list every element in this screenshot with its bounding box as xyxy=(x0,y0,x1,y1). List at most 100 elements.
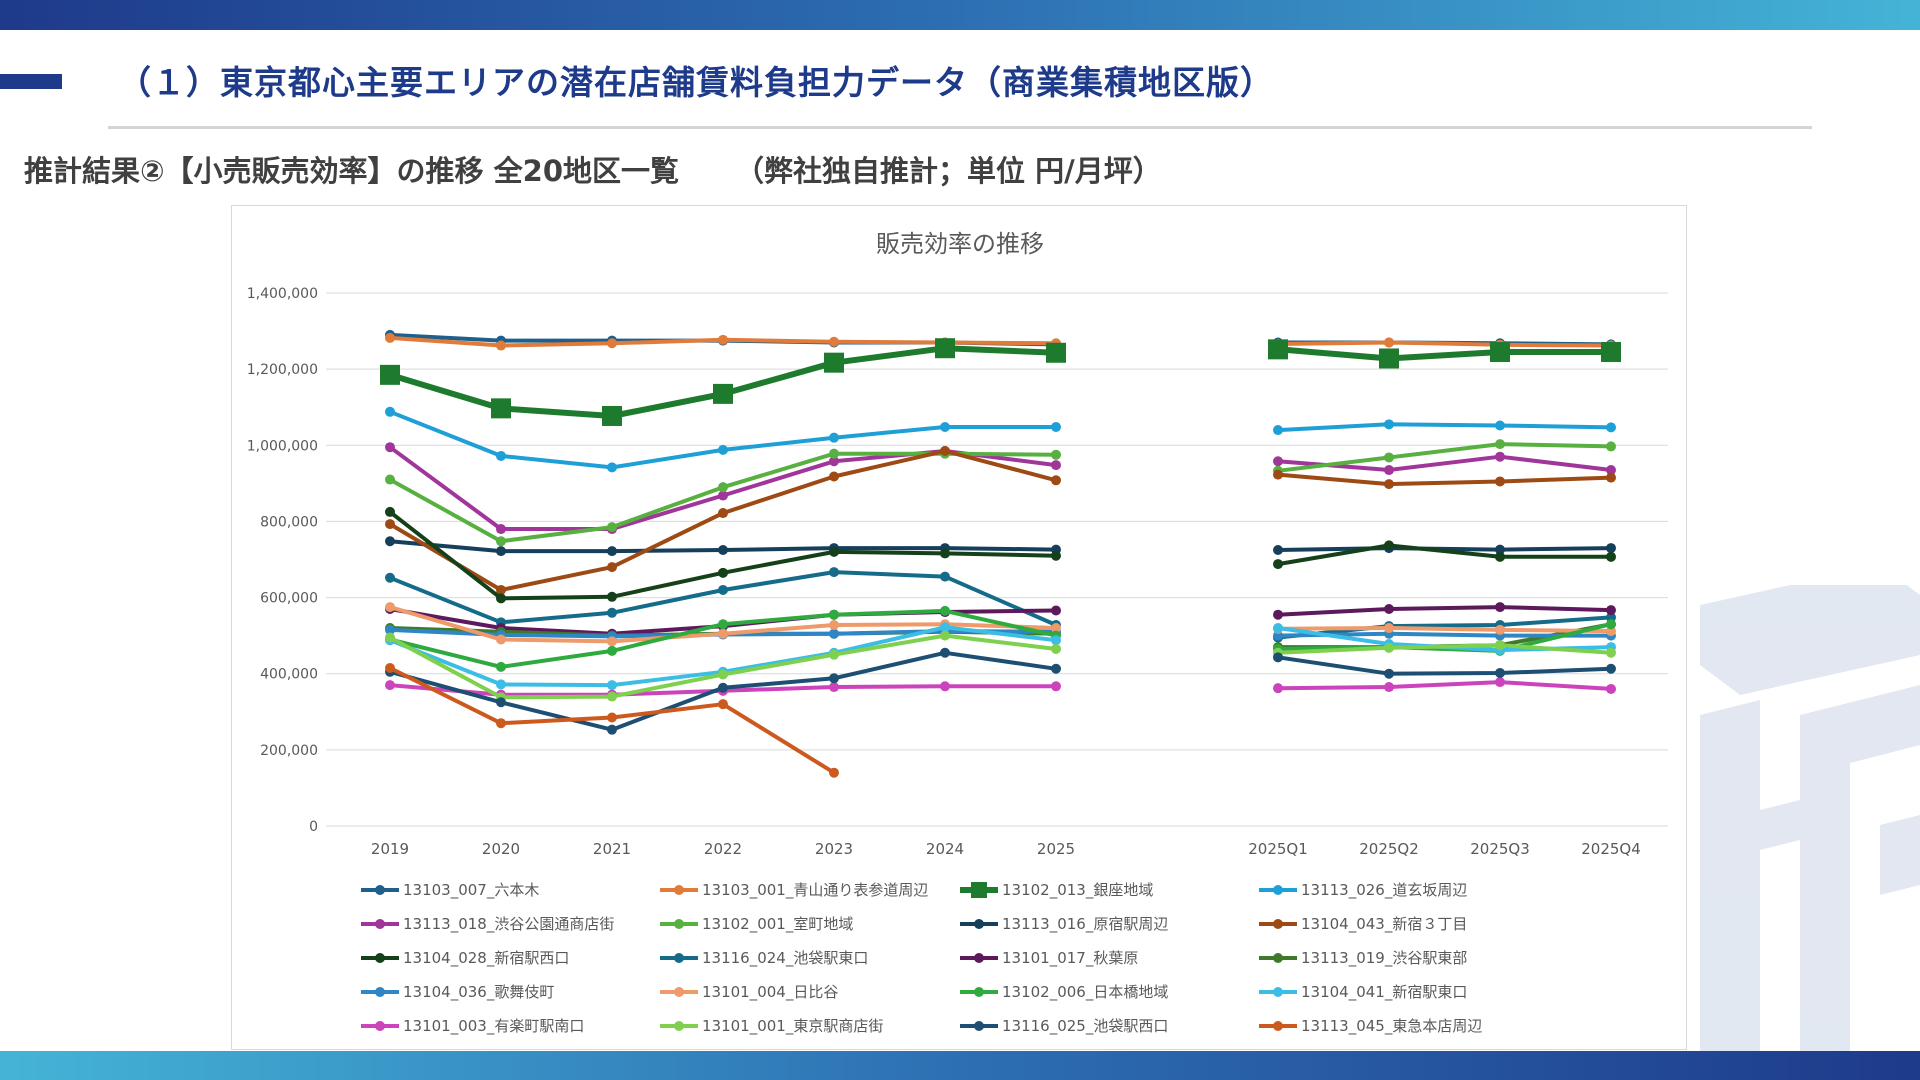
chart-title: 販売効率の推移 xyxy=(876,230,1044,258)
legend-label: 13116_025_池袋駅西口 xyxy=(1002,1017,1168,1036)
legend-swatch-marker xyxy=(674,953,684,963)
data-point xyxy=(718,482,728,493)
data-point xyxy=(607,724,617,735)
data-point xyxy=(940,647,950,658)
bottom-accent-bar xyxy=(0,1051,1920,1080)
data-point xyxy=(1384,479,1394,490)
data-point xyxy=(829,567,839,578)
subtitle-main: 推計結果②【小売販売効率】の推移 全20地区一覧 xyxy=(24,154,680,188)
data-point xyxy=(1495,544,1505,555)
data-point xyxy=(1606,605,1616,616)
x-tick-label: 2024 xyxy=(926,840,964,858)
legend-item: 13104_036_歌舞伎町 xyxy=(361,983,554,1002)
data-point xyxy=(829,673,839,684)
data-point xyxy=(940,571,950,582)
legend-label: 13116_024_池袋駅東口 xyxy=(702,949,868,968)
y-tick-label: 400,000 xyxy=(260,667,318,683)
y-tick-label: 1,000,000 xyxy=(247,438,318,454)
data-point xyxy=(1384,603,1394,614)
data-point xyxy=(935,338,955,359)
data-point xyxy=(607,462,617,473)
data-point xyxy=(718,584,728,595)
series-line xyxy=(1277,422,1612,433)
data-point xyxy=(496,634,506,645)
data-point xyxy=(496,661,506,672)
data-point xyxy=(1606,626,1616,637)
legend-swatch-marker xyxy=(1273,1021,1283,1031)
data-point xyxy=(940,622,950,633)
legend-item: 13103_007_六本木 xyxy=(361,881,539,900)
series-line xyxy=(1277,346,1611,362)
data-point xyxy=(385,536,395,547)
title-divider xyxy=(108,126,1812,129)
data-point xyxy=(1606,472,1616,483)
data-point xyxy=(829,682,839,693)
x-tick-label: 2025Q4 xyxy=(1581,840,1641,858)
legend-item: 13101_017_秋葉原 xyxy=(960,949,1138,968)
data-point xyxy=(829,471,839,482)
y-tick-label: 200,000 xyxy=(260,743,318,759)
data-point xyxy=(1495,677,1505,688)
data-point xyxy=(496,584,506,595)
data-point xyxy=(829,336,839,347)
data-point xyxy=(491,398,511,419)
data-point xyxy=(607,645,617,656)
legend-label: 13113_026_道玄坂周辺 xyxy=(1301,881,1467,900)
data-point xyxy=(1273,630,1283,641)
legend-swatch-marker xyxy=(974,987,984,997)
data-point xyxy=(1495,476,1505,487)
x-tick-label: 2022 xyxy=(704,840,742,858)
data-point xyxy=(607,691,617,702)
legend-label: 13113_045_東急本店周辺 xyxy=(1301,1017,1482,1036)
data-point xyxy=(1384,465,1394,476)
data-point xyxy=(1495,602,1505,613)
data-point xyxy=(1384,337,1394,348)
data-point xyxy=(1495,451,1505,462)
legend-swatch-marker xyxy=(375,885,385,895)
legend-item: 13113_018_渋谷公園通商店街 xyxy=(361,915,614,934)
data-point xyxy=(496,679,506,690)
subtitle: 推計結果②【小売販売効率】の推移 全20地区一覧 （弊社独自推計；単位 円/月坪） xyxy=(24,148,1162,190)
x-tick-label: 2025Q2 xyxy=(1359,840,1419,858)
y-tick-label: 0 xyxy=(309,819,318,835)
series-line xyxy=(1277,442,1612,473)
legend-item: 13103_001_青山通り表参道周辺 xyxy=(660,881,928,900)
legend-item: 13104_041_新宿駅東口 xyxy=(1259,983,1467,1002)
data-point xyxy=(385,332,395,343)
legend-label: 13101_004_日比谷 xyxy=(702,983,838,1002)
data-point xyxy=(1273,683,1283,694)
slide-title: （１）東京都心主要エリアの潜在店舗賃料負担力データ（商業集積地区版） xyxy=(118,63,1274,102)
legend-label: 13103_007_六本木 xyxy=(403,881,539,900)
series-line xyxy=(1277,543,1611,567)
data-point xyxy=(1601,342,1621,363)
data-point xyxy=(718,669,728,680)
data-point xyxy=(1273,559,1283,570)
data-point xyxy=(385,572,395,583)
legend-item: 13101_001_東京駅商店街 xyxy=(660,1017,883,1036)
title-marker xyxy=(0,74,62,89)
data-point xyxy=(940,681,950,692)
legend-item: 13102_013_銀座地域 xyxy=(960,881,1153,900)
legend-item: 13102_001_室町地域 xyxy=(660,915,853,934)
legend-label: 13101_017_秋葉原 xyxy=(1002,949,1138,968)
data-point xyxy=(385,519,395,530)
legend-item: 13113_019_渋谷駅東部 xyxy=(1259,949,1467,968)
legend-swatch-marker xyxy=(674,1021,684,1031)
data-point xyxy=(1606,683,1616,694)
data-point xyxy=(829,432,839,443)
legend-swatch-marker xyxy=(375,919,385,929)
legend-swatch-marker xyxy=(375,953,385,963)
data-point xyxy=(1273,456,1283,467)
data-point xyxy=(607,562,617,573)
data-point xyxy=(718,619,728,630)
data-point xyxy=(1606,619,1616,630)
data-point xyxy=(385,406,395,417)
data-point xyxy=(1495,420,1505,431)
legend-label: 13113_016_原宿駅周辺 xyxy=(1002,915,1168,934)
data-point xyxy=(602,405,622,426)
legend-label: 13103_001_青山通り表参道周辺 xyxy=(702,881,928,900)
x-tick-label: 2020 xyxy=(482,840,520,858)
series-line xyxy=(1277,615,1612,640)
x-tick-label: 2021 xyxy=(593,840,631,858)
data-point xyxy=(829,448,839,459)
